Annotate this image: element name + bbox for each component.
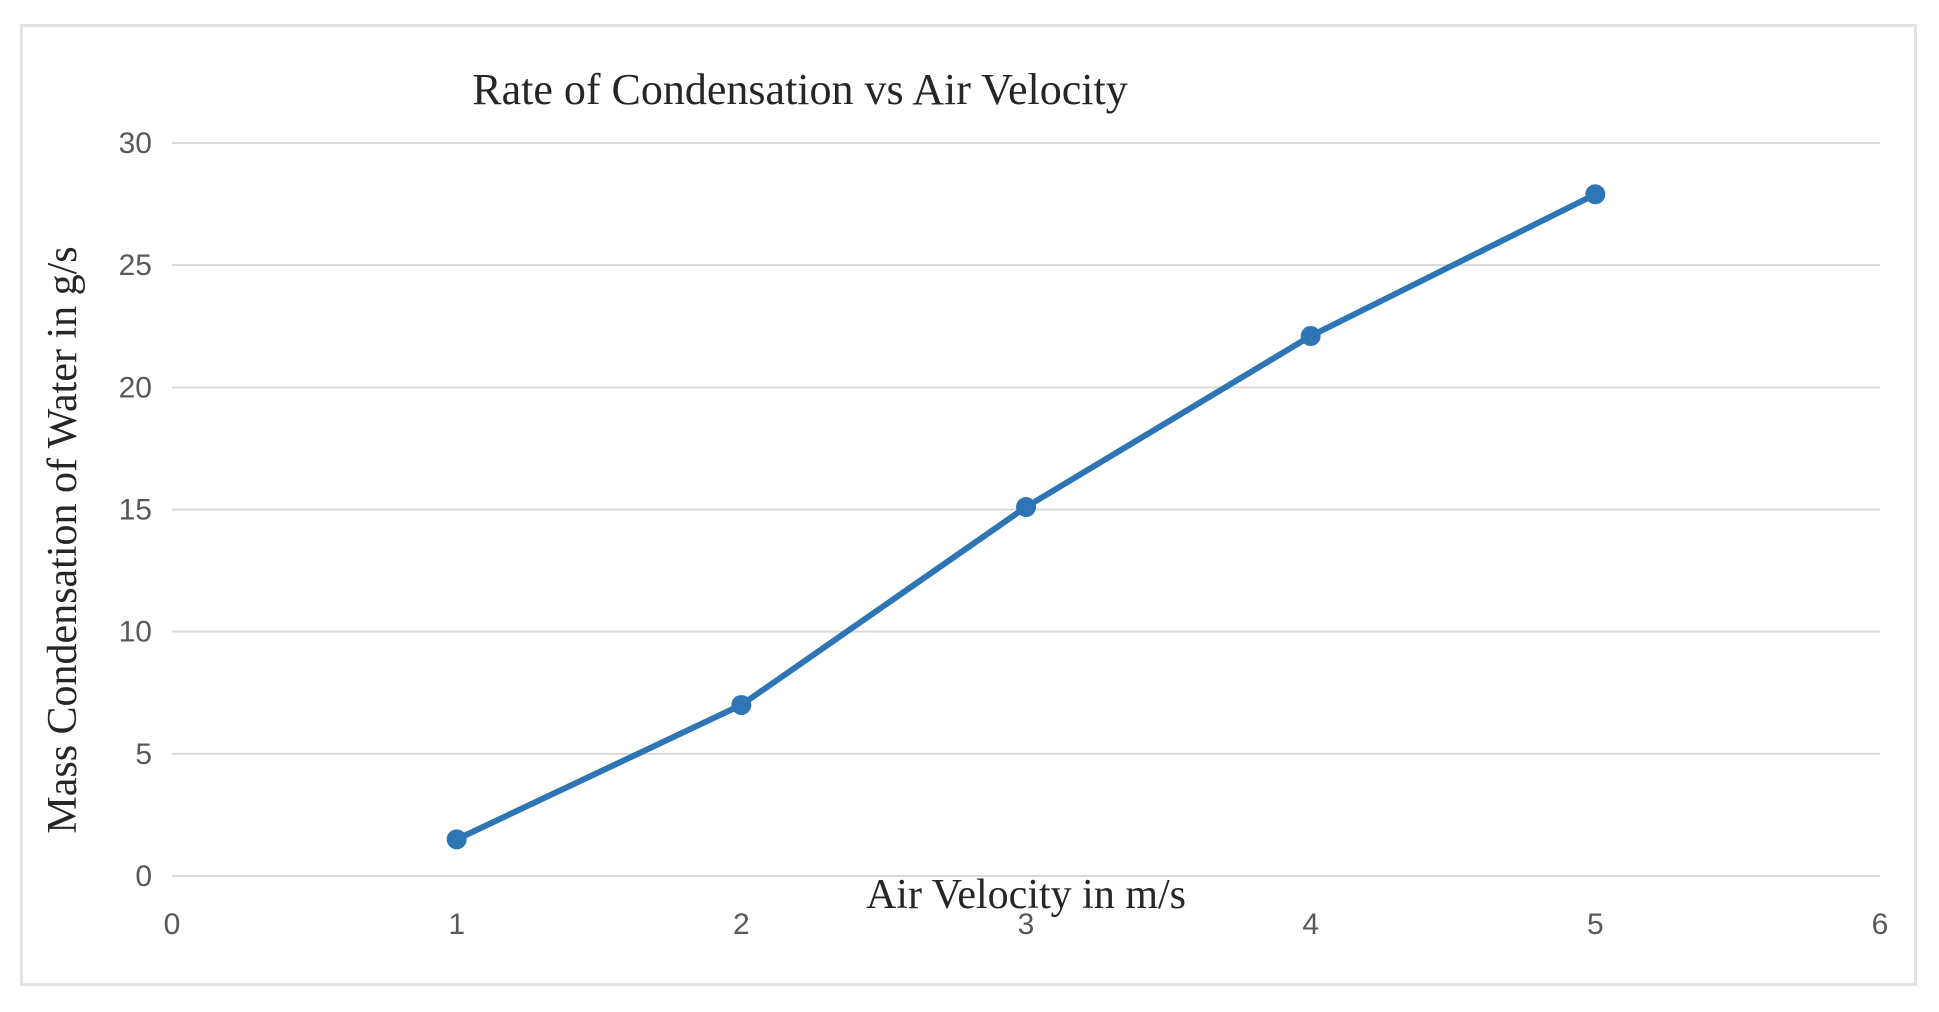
series-layer xyxy=(446,184,1606,850)
x-tick-label: 3 xyxy=(1018,908,1035,941)
data-point-0-4 xyxy=(1585,184,1606,205)
x-tick-labels: 0 1 2 3 4 5 6 xyxy=(164,908,1889,941)
y-tick-label: 15 xyxy=(119,494,152,527)
x-tick-label: 5 xyxy=(1587,908,1604,941)
y-tick-label: 20 xyxy=(119,371,152,404)
x-tick-label: 4 xyxy=(1302,908,1319,941)
data-point-0-2 xyxy=(1016,497,1036,518)
data-point-0-1 xyxy=(731,694,752,715)
x-axis-title: Air Velocity in m/s xyxy=(866,872,1186,918)
gridlines xyxy=(172,142,1880,877)
y-tick-label: 10 xyxy=(119,616,152,649)
y-tick-label: 0 xyxy=(135,860,152,893)
y-axis-title: Mass Condensation of Water in g/s xyxy=(40,246,86,833)
y-tick-label: 5 xyxy=(135,738,152,771)
data-point-0-3 xyxy=(1300,326,1321,347)
y-tick-label: 25 xyxy=(119,249,152,282)
chart-frame xyxy=(20,24,1917,986)
x-tick-label: 0 xyxy=(164,908,181,941)
x-tick-label: 1 xyxy=(448,908,465,941)
x-tick-label: 2 xyxy=(733,908,750,941)
y-tick-labels: 0 5 10 15 20 25 30 xyxy=(119,127,152,893)
x-tick-label: 6 xyxy=(1872,908,1889,941)
data-point-0-0 xyxy=(446,829,467,850)
chart-title: Rate of Condensation vs Air Velocity xyxy=(472,65,1127,114)
y-tick-label: 30 xyxy=(119,127,152,160)
